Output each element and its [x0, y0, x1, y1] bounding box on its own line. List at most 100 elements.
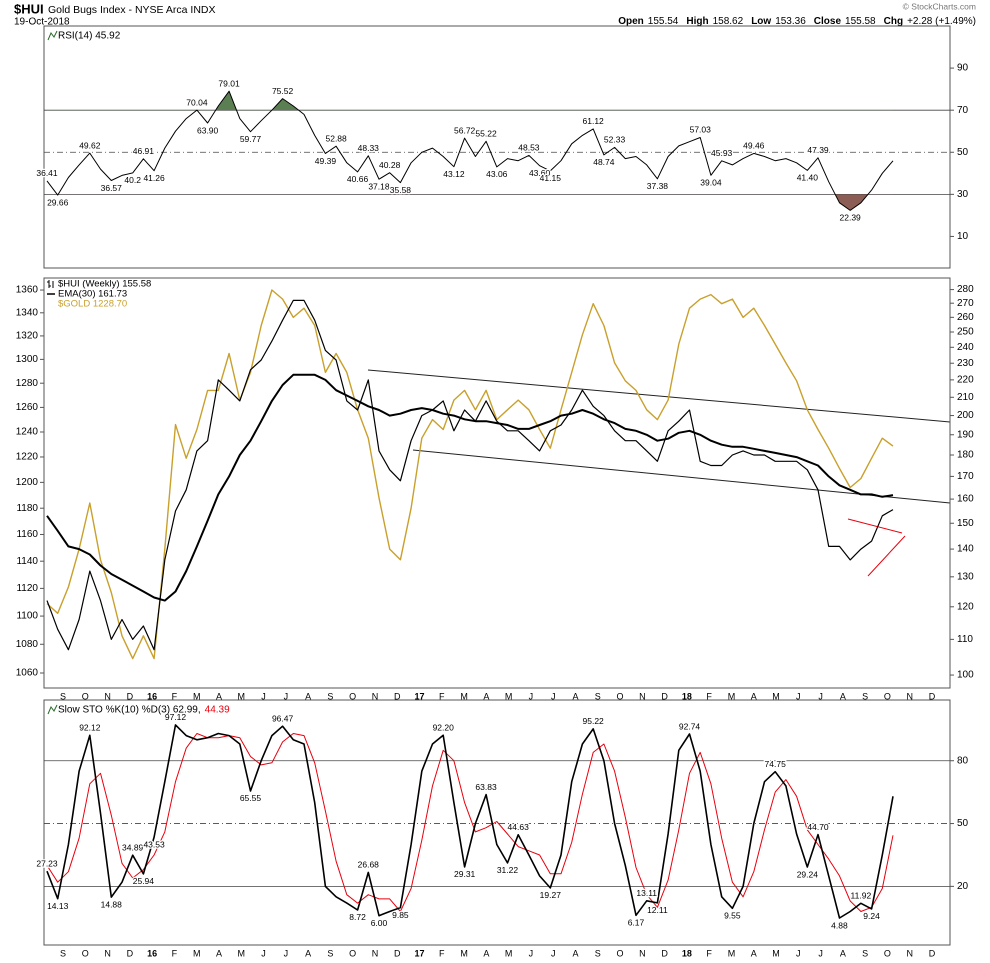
series-line	[46, 373, 894, 602]
x-tick-label: F	[172, 948, 178, 958]
y-tick-label: 110	[957, 634, 973, 645]
y-tick-label: 240	[957, 342, 974, 353]
value-label: 96.47	[272, 713, 294, 723]
y-tick-label: 1140	[16, 556, 38, 567]
y-tick-label: 270	[957, 298, 974, 309]
x-tick-label: M	[728, 948, 736, 958]
x-tick-label: A	[305, 691, 311, 701]
value-label: 43.12	[443, 169, 465, 179]
x-tick-label: A	[572, 948, 578, 958]
y-tick-label: 80	[957, 755, 969, 766]
x-tick-label: O	[82, 948, 89, 958]
value-label: 74.75	[765, 759, 787, 769]
x-tick-label: D	[929, 691, 936, 701]
x-tick-label: A	[840, 691, 846, 701]
x-tick-label: A	[483, 948, 489, 958]
value-label: 36.41	[36, 168, 58, 178]
y-tick-label: 190	[957, 429, 974, 440]
x-tick-label: 18	[682, 691, 692, 701]
x-tick-label: F	[439, 948, 445, 958]
value-label: 52.33	[604, 135, 626, 145]
quote-value: 155.54	[648, 16, 679, 27]
x-tick-label: A	[751, 691, 757, 701]
x-tick-label: M	[505, 691, 513, 701]
y-tick-label: 150	[957, 518, 974, 529]
value-label: 59.77	[240, 134, 262, 144]
x-tick-label: A	[483, 691, 489, 701]
value-label: 29.24	[797, 869, 819, 879]
y-tick-label: 230	[957, 358, 974, 369]
y-tick-label: 1280	[16, 378, 39, 389]
value-label: 48.53	[518, 143, 540, 153]
value-label: 40.28	[379, 160, 401, 170]
x-tick-label: F	[706, 948, 712, 958]
y-tick-label: 50	[957, 147, 969, 158]
title-icon	[47, 704, 58, 715]
x-tick-label: J	[261, 948, 266, 958]
y-tick-label: 130	[957, 571, 974, 582]
panel-frame	[43, 277, 951, 689]
x-tick-label: D	[661, 948, 668, 958]
x-tick-label: M	[772, 691, 780, 701]
value-label: 25.94	[133, 876, 155, 886]
x-tick-label: F	[706, 691, 712, 701]
value-label: 37.38	[647, 181, 669, 191]
x-tick-label: D	[929, 948, 936, 958]
y-tick-label: 90	[957, 63, 969, 74]
title-icon	[47, 30, 58, 41]
value-label: 22.39	[840, 213, 862, 223]
x-tick-label: A	[572, 691, 578, 701]
x-tick-label: 17	[415, 691, 425, 701]
quote-label: Open	[618, 16, 644, 27]
legend-entry: $HUI (Weekly) 155.58	[58, 279, 151, 290]
x-tick-label: N	[906, 948, 913, 958]
value-label: 44.70	[807, 822, 829, 832]
value-label: 48.33	[358, 143, 380, 153]
value-label: 43.06	[486, 169, 508, 179]
panel-frame	[43, 25, 951, 269]
y-tick-label: 1100	[16, 611, 38, 622]
value-label: 40.66	[347, 174, 369, 184]
value-label: 29.31	[454, 869, 476, 879]
value-label: 41.15	[540, 173, 562, 183]
y-tick-label: 1300	[16, 354, 39, 365]
x-tick-label: D	[394, 691, 401, 701]
series-line	[46, 299, 894, 651]
channel-upper	[367, 369, 951, 423]
quote: Open 155.54 High 158.62 Low 153.36 Close 155.58…	[618, 16, 976, 27]
value-label: 92.12	[79, 723, 101, 733]
value-label: 61.12	[583, 116, 605, 126]
index-name: Gold Bugs Index - NYSE Arca INDX	[48, 4, 216, 16]
value-label: 41.26	[143, 173, 165, 183]
value-label: 29.66	[47, 197, 69, 207]
y-tick-label: 1360	[16, 285, 39, 296]
x-tick-label: M	[460, 691, 468, 701]
x-tick-label: A	[840, 948, 846, 958]
x-tick-label: J	[284, 948, 289, 958]
y-tick-label: 10	[957, 231, 969, 242]
y-tick-label: 1240	[16, 427, 39, 438]
value-label: 4.88	[831, 920, 848, 930]
quote-label: Chg	[884, 16, 903, 27]
x-tick-label: N	[906, 691, 913, 701]
value-label: 27.23	[36, 858, 58, 868]
y-tick-label: 220	[957, 375, 974, 386]
value-label: 12.11	[647, 905, 668, 915]
y-tick-label: 120	[957, 601, 974, 612]
x-tick-label: J	[261, 691, 266, 701]
quote-value: 155.58	[845, 16, 876, 27]
x-tick-label: S	[862, 948, 868, 958]
value-label: 43.60	[529, 168, 551, 178]
x-tick-label: J	[529, 948, 534, 958]
y-tick-label: 180	[957, 450, 974, 461]
value-label: 79.01	[218, 78, 240, 88]
x-tick-label: J	[551, 948, 556, 958]
value-label: 75.52	[272, 86, 294, 96]
value-label: 47.39	[807, 145, 829, 155]
value-label: 31.22	[497, 865, 519, 875]
x-tick-label: J	[551, 691, 556, 701]
value-label: 48.74	[593, 157, 615, 167]
x-tick-label: M	[193, 691, 201, 701]
value-label: 19.27	[540, 890, 562, 900]
x-tick-label: O	[884, 948, 891, 958]
